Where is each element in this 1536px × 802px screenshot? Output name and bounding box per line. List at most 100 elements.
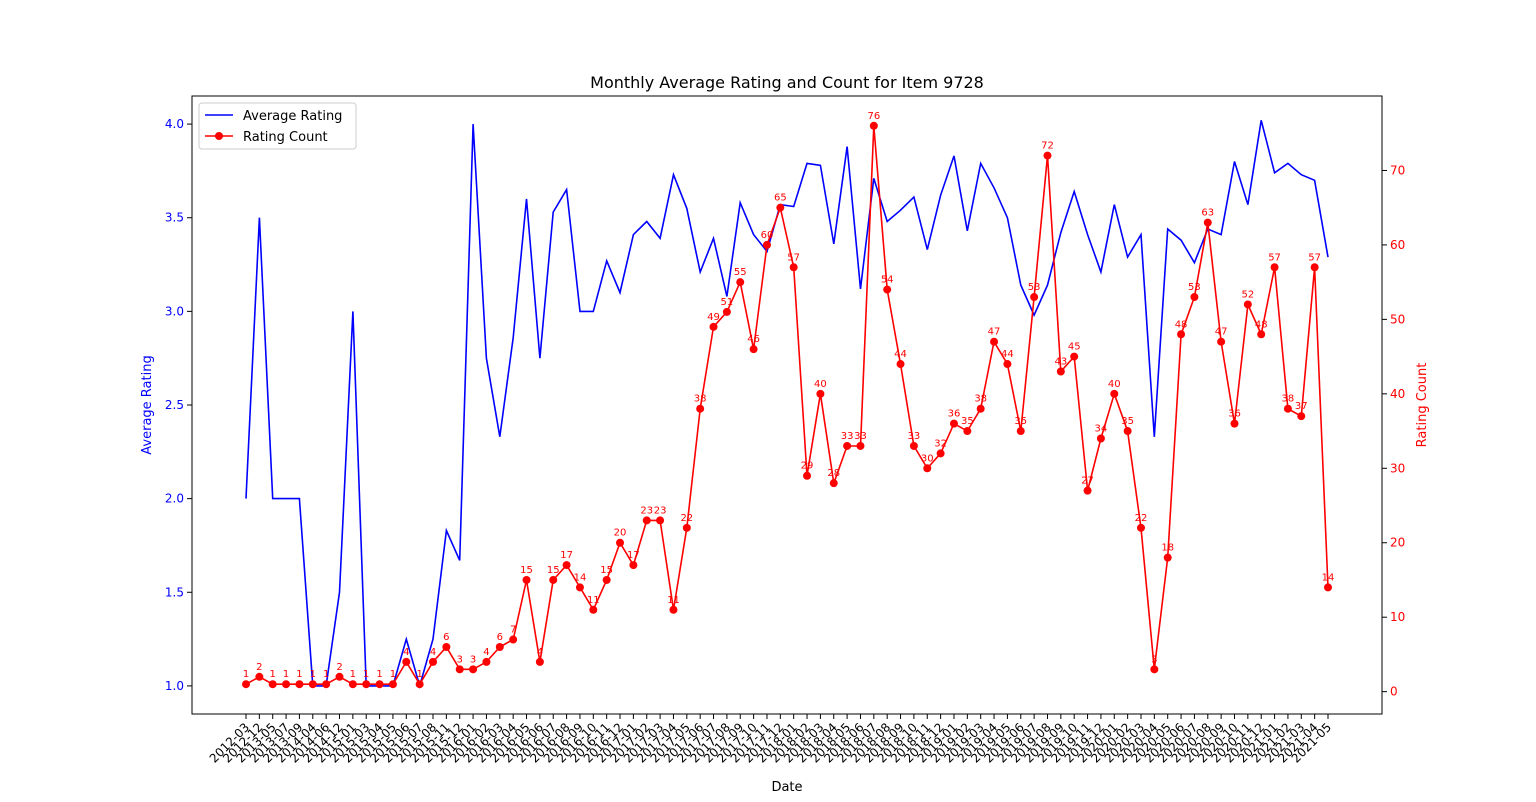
rating-count-point — [762, 240, 771, 249]
rating-count-data-label: 34 — [1095, 424, 1108, 435]
rating-count-point — [1190, 293, 1199, 302]
rating-count-data-label: 1 — [416, 669, 422, 680]
x-axis-label: Date — [771, 780, 802, 795]
left-tick-label: 4.0 — [165, 117, 184, 131]
rating-count-data-label: 30 — [921, 453, 934, 464]
rating-count-point — [575, 583, 584, 592]
rating-count-data-label: 15 — [520, 565, 533, 576]
rating-count-point — [322, 680, 331, 689]
rating-count-point — [816, 389, 825, 398]
rating-count-point — [1110, 389, 1119, 398]
left-axis-label: Average Rating — [140, 355, 155, 454]
rating-count-point — [829, 479, 838, 488]
left-y-axis: 1.0 1.5 2.0 2.5 3.0 3.5 4.0 — [165, 117, 192, 693]
rating-count-point — [949, 419, 958, 428]
right-tick-label: 0 — [1390, 685, 1398, 699]
rating-count-data-label: 14 — [574, 572, 587, 583]
legend: Average Rating Rating Count — [198, 102, 357, 150]
rating-count-data-label: 6 — [497, 632, 503, 643]
rating-count-point — [1056, 367, 1065, 376]
rating-count-data-label: 1 — [363, 669, 369, 680]
rating-count-data-label: 38 — [1282, 394, 1295, 405]
rating-count-point — [1003, 360, 1012, 369]
rating-count-point — [348, 680, 357, 689]
average-rating-series — [245, 120, 1329, 689]
rating-count-point — [736, 278, 745, 287]
rating-count-point — [1136, 523, 1145, 532]
rating-count-point — [1163, 553, 1172, 562]
rating-count-data-label: 65 — [774, 193, 787, 204]
rating-count-point — [869, 121, 878, 130]
rating-count-point — [789, 263, 798, 272]
rating-count-data-label: 3 — [457, 654, 463, 665]
rating-count-point — [335, 672, 344, 681]
rating-count-point — [642, 516, 651, 525]
rating-count-data-label: 23 — [654, 505, 667, 516]
right-tick-label: 40 — [1390, 387, 1405, 401]
rating-count-point — [509, 635, 518, 644]
rating-count-data-label: 57 — [1268, 252, 1281, 263]
rating-count-data-label: 27 — [1081, 476, 1094, 487]
rating-count-data-label: 63 — [1201, 208, 1214, 219]
rating-count-data-label: 29 — [801, 461, 814, 472]
rating-count-data-label: 54 — [881, 275, 894, 286]
rating-count-data-label: 22 — [680, 513, 693, 524]
rating-count-data-label: 33 — [854, 431, 867, 442]
rating-count-data-label: 33 — [841, 431, 854, 442]
rating-count-point — [749, 345, 758, 354]
right-tick-label: 70 — [1390, 163, 1405, 177]
rating-count-data-label: 15 — [547, 565, 560, 576]
rating-count-point — [1310, 263, 1319, 272]
rating-count-data-label: 53 — [1028, 282, 1041, 293]
rating-count-line — [245, 125, 1329, 686]
rating-count-point — [856, 441, 865, 450]
rating-count-data-label: 23 — [640, 505, 653, 516]
rating-count-data-label: 17 — [627, 550, 640, 561]
rating-count-data-label: 49 — [707, 312, 720, 323]
rating-count-data-label: 3 — [1151, 654, 1157, 665]
rating-count-point — [308, 680, 317, 689]
rating-count-data-label: 1 — [390, 669, 396, 680]
rating-count-point — [923, 464, 932, 473]
rating-count-data-label: 4 — [483, 647, 489, 658]
rating-count-point — [388, 680, 397, 689]
rating-count-point — [669, 605, 678, 614]
rating-count-point — [1217, 337, 1226, 346]
rating-count-point — [843, 441, 852, 450]
rating-count-point — [255, 672, 264, 681]
rating-count-point — [1297, 412, 1306, 421]
right-tick-label: 20 — [1390, 536, 1405, 550]
rating-count-point — [282, 680, 291, 689]
rating-count-data-label: 48 — [1255, 319, 1268, 330]
rating-count-data-label: 1 — [310, 669, 316, 680]
rating-count-data-label: 4 — [430, 647, 436, 658]
plot-frame — [191, 95, 1383, 715]
rating-count-point — [883, 285, 892, 294]
rating-count-point — [1096, 434, 1105, 443]
rating-count-point — [589, 605, 598, 614]
rating-count-data-label: 18 — [1161, 543, 1174, 554]
rating-count-point — [1243, 300, 1252, 309]
right-axis-label: Rating Count — [1415, 363, 1430, 448]
rating-count-data-label: 72 — [1041, 141, 1054, 152]
chart-title: Monthly Average Rating and Count for Ite… — [590, 73, 984, 92]
rating-count-data-label: 35 — [1014, 416, 1027, 427]
rating-count-data-label: 35 — [961, 416, 974, 427]
rating-count-point — [629, 561, 638, 570]
rating-count-data-label: 7 — [510, 625, 516, 636]
rating-count-data-label: 53 — [1188, 282, 1201, 293]
rating-count-point — [442, 642, 451, 651]
rating-count-data-label: 6 — [443, 632, 449, 643]
rating-count-point — [1030, 293, 1039, 302]
rating-count-point — [1070, 352, 1079, 361]
rating-count-point — [429, 657, 438, 666]
rating-count-data-label: 2 — [256, 662, 262, 673]
left-tick-label: 1.5 — [165, 585, 184, 599]
rating-count-data-label: 11 — [667, 595, 680, 606]
rating-count-data-label: 37 — [1295, 401, 1308, 412]
left-tick-label: 2.5 — [165, 398, 184, 412]
rating-count-data-label: 1 — [296, 669, 302, 680]
rating-count-point — [709, 322, 718, 331]
rating-count-point — [362, 680, 371, 689]
